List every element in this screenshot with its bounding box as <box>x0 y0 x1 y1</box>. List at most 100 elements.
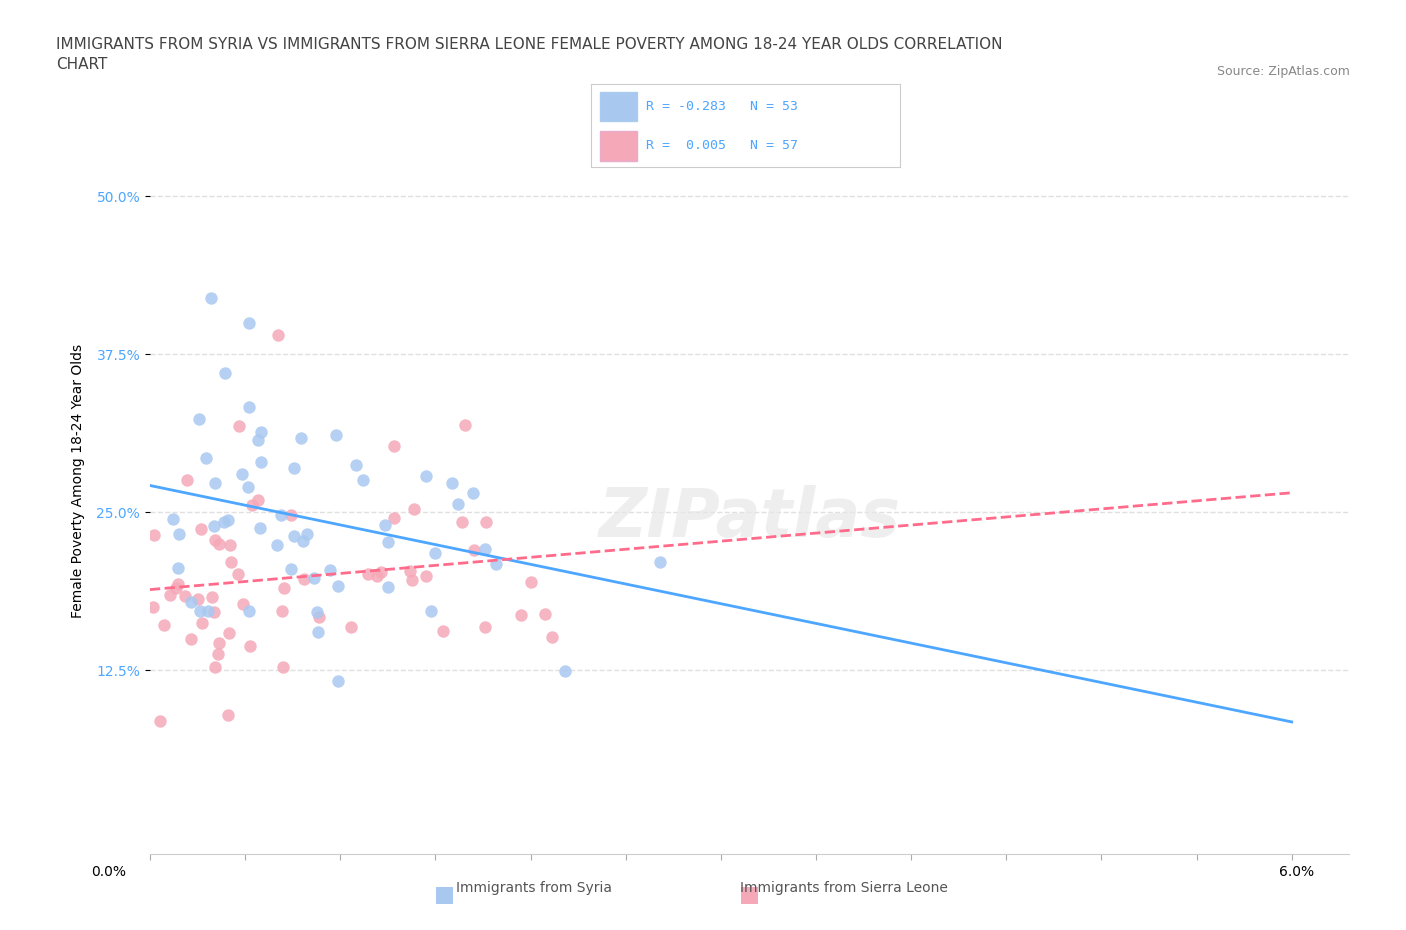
Point <box>451 514 474 529</box>
Point <box>401 573 423 588</box>
Point <box>207 646 229 661</box>
Point <box>200 290 222 305</box>
Point <box>218 626 240 641</box>
Point <box>520 575 543 590</box>
Text: ZIPatlas: ZIPatlas <box>599 485 900 551</box>
Point <box>217 708 239 723</box>
Point <box>283 460 305 475</box>
Point <box>474 541 496 556</box>
Point <box>202 519 225 534</box>
Point <box>165 581 187 596</box>
Point <box>270 604 292 618</box>
Point <box>266 538 288 552</box>
Point <box>249 425 271 440</box>
Point <box>166 577 188 591</box>
Point <box>485 556 508 571</box>
Point <box>423 546 446 561</box>
Point <box>218 538 240 553</box>
Point <box>432 623 454 638</box>
Point <box>541 630 564 644</box>
Point <box>302 571 325 586</box>
Point <box>162 512 184 526</box>
Point <box>398 564 420 578</box>
Point <box>339 620 361 635</box>
Point <box>142 599 165 614</box>
FancyBboxPatch shape <box>600 131 637 161</box>
Point <box>231 597 253 612</box>
Point <box>231 467 253 482</box>
Point <box>357 566 380 581</box>
Text: Immigrants from Syria: Immigrants from Syria <box>457 881 612 895</box>
Point <box>374 517 396 532</box>
Point <box>283 528 305 543</box>
Point <box>226 566 249 581</box>
Point <box>404 501 426 516</box>
Point <box>204 475 226 490</box>
Point <box>441 475 464 490</box>
Point <box>202 604 225 619</box>
Point <box>167 526 190 541</box>
Point <box>187 591 209 606</box>
Point <box>554 664 576 679</box>
Point <box>328 673 350 688</box>
Point <box>384 511 406 525</box>
Point <box>249 520 271 535</box>
Point <box>295 526 318 541</box>
Point <box>236 479 259 494</box>
Point <box>534 607 557 622</box>
Point <box>246 432 269 447</box>
Point <box>370 565 392 579</box>
Point <box>447 497 470 512</box>
Point <box>419 604 441 618</box>
Point <box>200 589 222 604</box>
Point <box>270 508 292 523</box>
Point <box>290 431 312 445</box>
Point <box>249 455 271 470</box>
Point <box>377 579 399 594</box>
Point <box>294 572 316 587</box>
Point <box>208 537 231 551</box>
Point <box>463 486 485 501</box>
Point <box>153 618 176 632</box>
Point <box>240 498 263 512</box>
Point <box>180 631 202 646</box>
Point <box>176 472 198 487</box>
Text: Source: ZipAtlas.com: Source: ZipAtlas.com <box>1216 65 1350 78</box>
Point <box>238 399 260 414</box>
Text: 0.0%: 0.0% <box>91 865 127 879</box>
Point <box>463 542 485 557</box>
Point <box>238 315 260 330</box>
Point <box>377 534 399 549</box>
Point <box>148 713 170 728</box>
Point <box>143 528 166 543</box>
Point <box>174 589 197 604</box>
Point <box>197 604 219 618</box>
Point <box>247 493 270 508</box>
Point <box>180 595 202 610</box>
Point <box>307 624 329 639</box>
Point <box>328 578 350 593</box>
Point <box>352 473 374 488</box>
Point <box>267 328 290 343</box>
Point <box>271 659 294 674</box>
Point <box>305 604 328 619</box>
FancyBboxPatch shape <box>600 92 637 122</box>
Point <box>366 568 388 583</box>
Point <box>415 568 437 583</box>
Point <box>191 616 214 631</box>
Point <box>212 514 235 529</box>
Text: IMMIGRANTS FROM SYRIA VS IMMIGRANTS FROM SIERRA LEONE FEMALE POVERTY AMONG 18-24: IMMIGRANTS FROM SYRIA VS IMMIGRANTS FROM… <box>56 37 1002 72</box>
Point <box>190 522 212 537</box>
Point <box>188 412 211 427</box>
Point <box>291 534 314 549</box>
Text: Immigrants from Sierra Leone: Immigrants from Sierra Leone <box>740 881 948 895</box>
Point <box>475 514 498 529</box>
Point <box>415 469 437 484</box>
Text: R =  0.005   N = 57: R = 0.005 N = 57 <box>647 140 799 153</box>
Y-axis label: Female Poverty Among 18-24 Year Olds: Female Poverty Among 18-24 Year Olds <box>72 344 86 618</box>
Point <box>208 636 231 651</box>
Point <box>474 619 496 634</box>
Point <box>159 588 181 603</box>
Point <box>238 604 260 618</box>
Point <box>280 508 302 523</box>
